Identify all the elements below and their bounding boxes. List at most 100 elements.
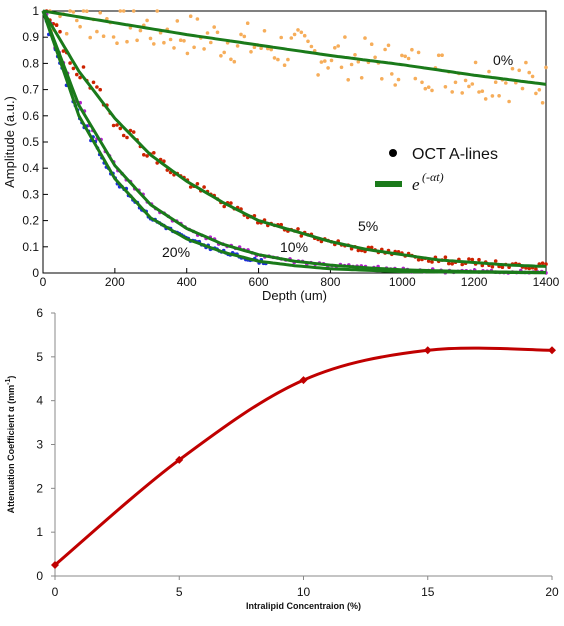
- oct-point-0%: [453, 80, 458, 85]
- oct-point-0%: [121, 9, 126, 13]
- oct-point-0%: [292, 32, 297, 37]
- oct-point-5%: [121, 133, 126, 138]
- oct-point-0%: [339, 65, 344, 70]
- oct-point-0%: [537, 88, 542, 92]
- oct-point-0%: [329, 58, 334, 63]
- oct-point-5%: [426, 259, 431, 263]
- oct-point-0%: [363, 36, 367, 40]
- oct-point-5%: [68, 61, 72, 65]
- oct-point-0%: [125, 39, 129, 44]
- oct-point-0%: [426, 85, 431, 89]
- oct-point-0%: [229, 57, 233, 62]
- oct-point-5%: [115, 123, 119, 127]
- oct-point-0%: [423, 86, 428, 91]
- x-tick-label: 200: [105, 275, 125, 289]
- oct-point-0%: [162, 40, 166, 45]
- oct-point-0%: [517, 68, 521, 73]
- data-point-marker: [299, 376, 308, 385]
- curve-label: 20%: [162, 244, 190, 260]
- oct-point-0%: [138, 28, 143, 33]
- x-tick-label: 0: [52, 585, 59, 599]
- oct-point-5%: [145, 154, 149, 158]
- oct-point-0%: [470, 82, 475, 86]
- y-tick-label: 5: [36, 350, 43, 364]
- oct-point-0%: [467, 84, 471, 89]
- attenuation-coefficient-chart: 0 5 10 15 20 0 1 2 3 4 5 6 Intralipid Concentraion (…: [5, 306, 559, 611]
- fit-curve-5%: [41, 10, 547, 268]
- oct-point-5%: [58, 29, 62, 34]
- y-tick-label: 0.7: [22, 83, 39, 97]
- y-tick-label: 0.1: [22, 240, 39, 254]
- oct-point-0%: [406, 56, 411, 61]
- x-axis-title: Intralipid Concentraion (%): [246, 601, 361, 611]
- oct-point-5%: [430, 260, 434, 264]
- oct-point-0%: [450, 90, 455, 94]
- oct-point-5%: [500, 265, 505, 270]
- oct-point-0%: [359, 76, 364, 80]
- oct-point-0%: [507, 99, 511, 104]
- oct-point-0%: [71, 10, 76, 14]
- oct-point-0%: [386, 43, 391, 48]
- y-tick-label: 0.3: [22, 187, 39, 201]
- oct-point-5%: [369, 245, 374, 250]
- oct-point-0%: [504, 81, 508, 85]
- oct-point-5%: [118, 126, 123, 131]
- oct-point-5%: [450, 262, 455, 266]
- oct-point-0%: [289, 36, 294, 40]
- oct-point-0%: [480, 89, 485, 93]
- x-tick-label: 20: [545, 585, 559, 599]
- y-axis-title: Attenuation Coefficient α (mm-1): [5, 376, 16, 514]
- y-tick-label: 4: [36, 394, 43, 408]
- oct-point-0%: [410, 47, 414, 52]
- legend-label-fit: e: [412, 175, 420, 194]
- oct-point-0%: [192, 45, 196, 50]
- oct-point-0%: [443, 85, 448, 89]
- oct-point-5%: [527, 266, 531, 271]
- oct-point-0%: [286, 57, 290, 62]
- x-tick-label: 1200: [461, 275, 488, 289]
- y-tick-label: 2: [36, 481, 43, 495]
- y-tick-label: 1: [32, 4, 39, 18]
- oct-point-5%: [95, 85, 99, 89]
- oct-point-0%: [413, 76, 418, 81]
- x-tick-label: 0: [40, 275, 47, 289]
- oct-point-0%: [440, 53, 444, 57]
- oct-point-0%: [276, 57, 280, 62]
- oct-point-5%: [61, 49, 66, 53]
- oct-point-5%: [54, 23, 59, 28]
- oct-point-0%: [209, 40, 213, 45]
- oct-point-5%: [81, 65, 86, 69]
- oct-point-0%: [319, 60, 324, 64]
- x-tick-label: 15: [421, 585, 435, 599]
- oct-point-0%: [98, 10, 102, 15]
- oct-point-0%: [115, 41, 119, 45]
- y-tick-label: 0.5: [22, 135, 39, 149]
- oct-point-0%: [540, 101, 545, 105]
- oct-point-0%: [175, 19, 180, 23]
- oct-point-5%: [91, 80, 96, 85]
- oct-point-0%: [105, 17, 109, 21]
- legend-label-fit-exponent: (-αt): [422, 170, 444, 184]
- x-tick-label: 5: [176, 585, 183, 599]
- oct-point-0%: [477, 90, 481, 94]
- oct-point-0%: [483, 97, 488, 101]
- oct-point-5%: [447, 261, 451, 266]
- oct-point-5%: [71, 66, 76, 71]
- oct-point-0%: [390, 72, 394, 76]
- oct-point-0%: [118, 9, 123, 13]
- oct-point-5%: [188, 185, 193, 189]
- oct-point-0%: [219, 54, 223, 58]
- oct-point-5%: [534, 267, 538, 271]
- oct-point-5%: [125, 135, 129, 140]
- curve-label: 5%: [358, 218, 378, 234]
- oct-point-0%: [296, 28, 300, 32]
- oct-point-0%: [101, 34, 106, 38]
- oct-point-0%: [68, 9, 72, 13]
- oct-point-0%: [353, 53, 357, 57]
- oct-point-0%: [212, 25, 216, 29]
- y-tick-label: 3: [36, 438, 43, 452]
- oct-attenuation-chart: 0 200 400 600 800 1000 1200 1400 0 0.1 0.2 0.3 0.4 0.…: [2, 4, 560, 303]
- oct-point-0%: [259, 46, 263, 50]
- oct-point-0%: [416, 50, 421, 55]
- oct-point-0%: [155, 9, 159, 13]
